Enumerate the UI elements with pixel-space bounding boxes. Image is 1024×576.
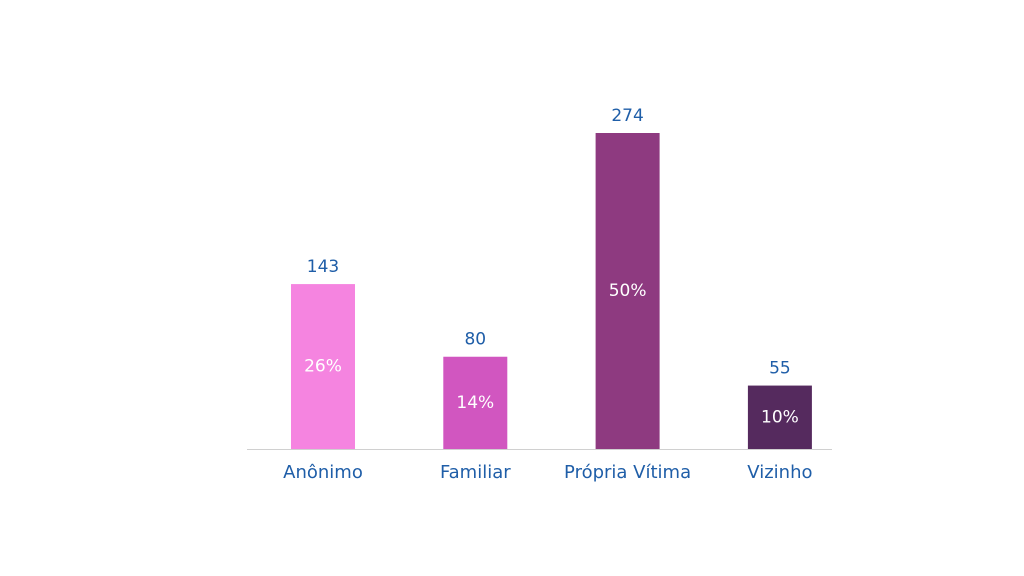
value-label: 274: [611, 106, 643, 126]
share-label: 26%: [304, 357, 342, 377]
share-label: 14%: [456, 393, 494, 413]
bar: [291, 284, 355, 449]
x-tick-label: Própria Vítima: [564, 462, 691, 483]
value-label: 55: [769, 359, 791, 379]
x-tick-label: Anônimo: [283, 462, 363, 483]
share-label: 10%: [761, 407, 799, 427]
x-tick-label: Vizinho: [747, 462, 812, 483]
value-label: 143: [307, 257, 339, 277]
share-label: 50%: [609, 281, 647, 301]
bar: [747, 385, 812, 449]
x-tick-label: Familiar: [440, 462, 511, 483]
value-label: 80: [464, 330, 486, 350]
bar: [443, 356, 508, 449]
bar: [595, 133, 660, 449]
